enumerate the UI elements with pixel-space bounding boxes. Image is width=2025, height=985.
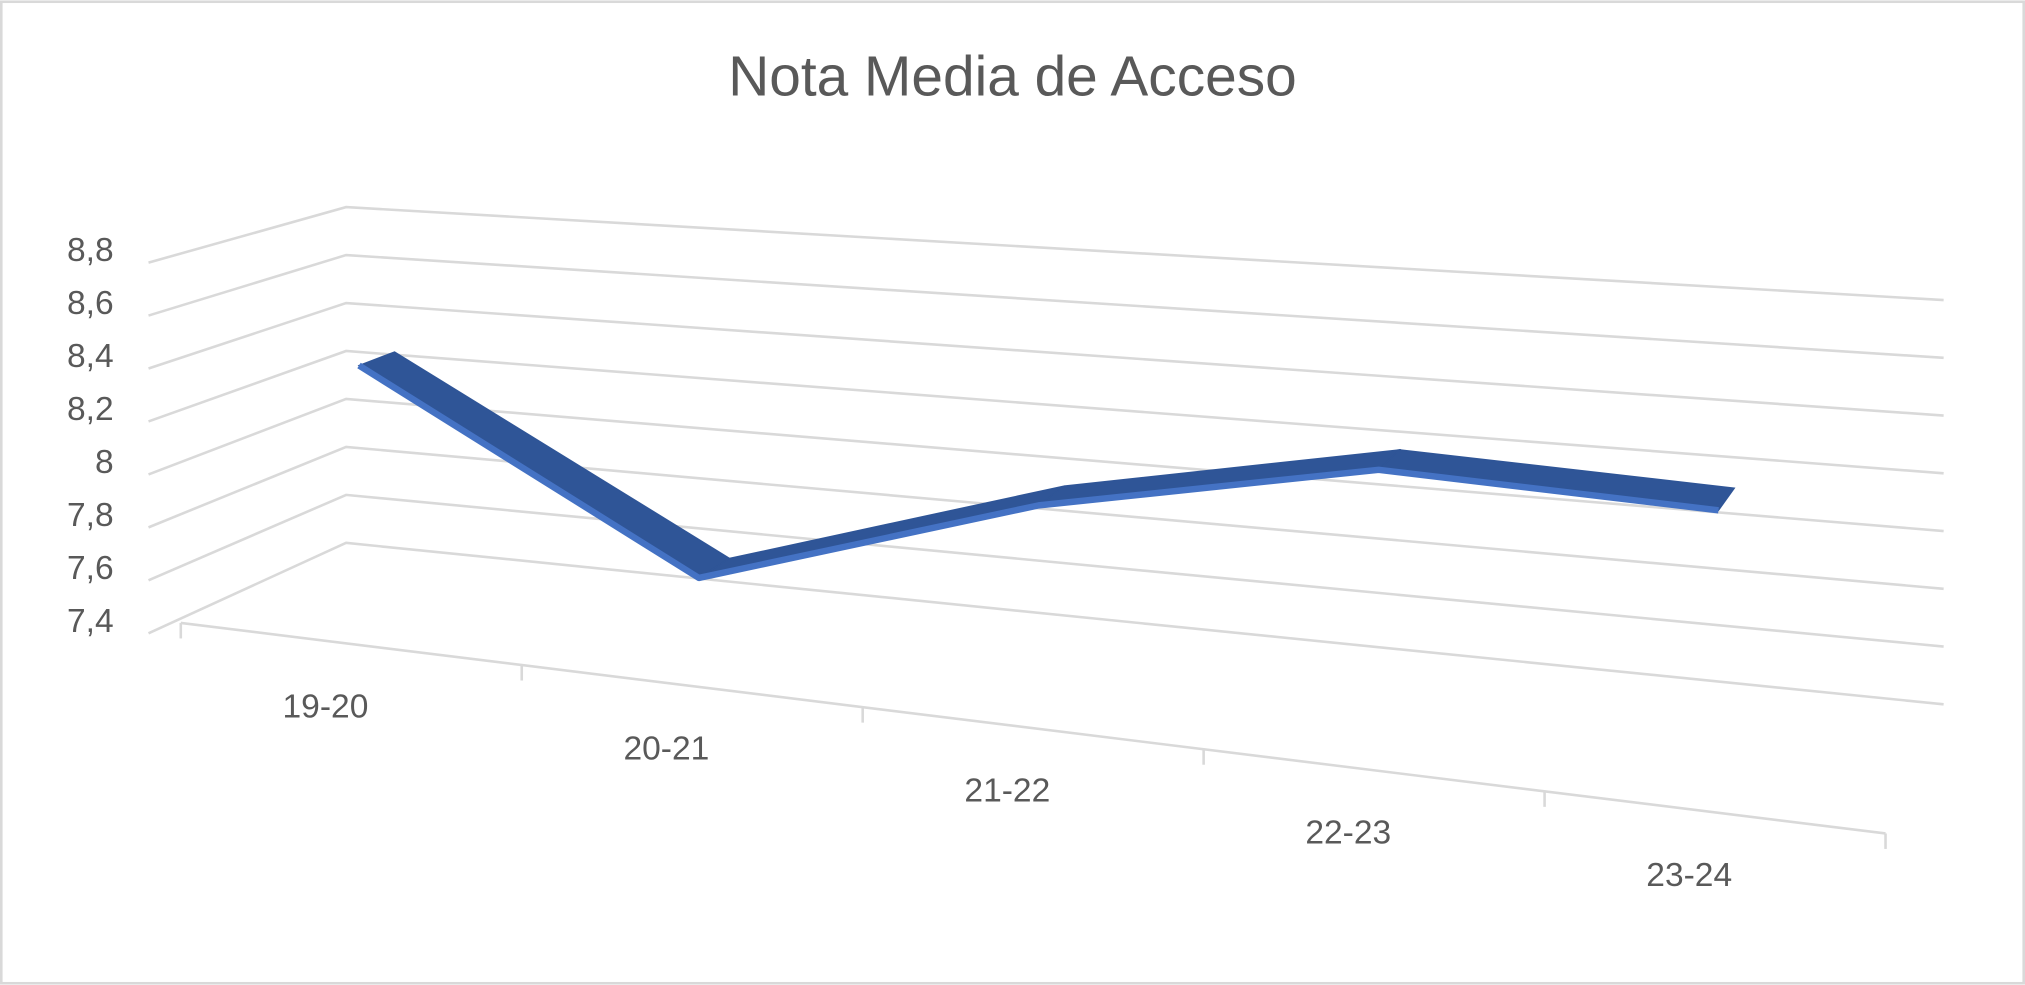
y-tick-label: 8,6 xyxy=(67,285,114,322)
y-tick-label: 8 xyxy=(95,444,114,481)
chart-title: Nota Media de Acceso xyxy=(728,46,1296,109)
x-tick-label: 22-23 xyxy=(1305,815,1391,852)
y-tick-label: 7,8 xyxy=(67,497,114,534)
grid-line xyxy=(147,541,1944,706)
grid-line xyxy=(148,205,1944,302)
x-tick-label: 20-21 xyxy=(623,731,709,768)
grid-line xyxy=(148,493,1944,648)
y-tick-label: 7,6 xyxy=(67,550,114,587)
grid-line xyxy=(148,445,1944,591)
grid-line xyxy=(148,253,1944,360)
grid-line xyxy=(148,349,1944,475)
x-tick-label: 19-20 xyxy=(283,688,369,725)
y-tick-label: 8,8 xyxy=(67,232,114,269)
grid-line xyxy=(148,301,1944,417)
x-tick-label: 21-22 xyxy=(964,773,1050,810)
x-tick-label: 23-24 xyxy=(1646,857,1732,894)
y-tick-label: 7,4 xyxy=(67,603,114,640)
x-axis-line xyxy=(180,621,1886,835)
y-tick-label: 8,2 xyxy=(67,391,114,428)
grid-line xyxy=(148,397,1944,533)
y-tick-label: 8,4 xyxy=(67,338,114,375)
line xyxy=(357,362,1719,582)
